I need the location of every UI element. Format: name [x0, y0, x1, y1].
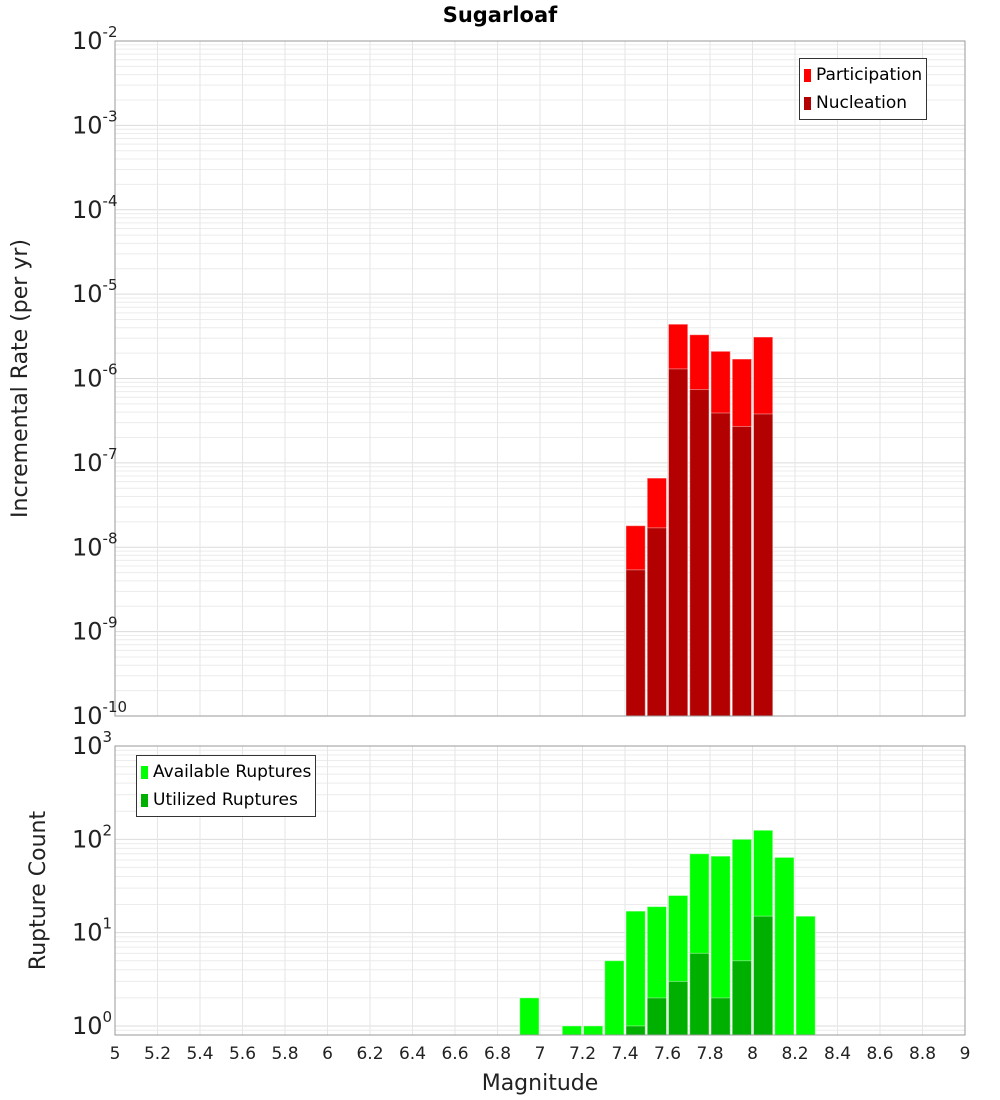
x-tick-label: 7.4	[611, 1044, 638, 1064]
y-tick-label: 10-7	[72, 445, 118, 477]
legend-swatch	[141, 765, 148, 779]
y-tick-label: 10-10	[72, 698, 127, 730]
bar-nucleation	[646, 527, 667, 717]
plot-border	[114, 40, 966, 717]
x-tick-label: 7	[535, 1044, 546, 1064]
x-tick-label: 6.6	[441, 1044, 468, 1064]
bar-nucleation	[753, 413, 774, 717]
y-tick-label: 10-2	[72, 23, 118, 55]
x-tick-label: 8.2	[781, 1044, 808, 1064]
bar-available-ruptures	[519, 997, 540, 1036]
bar-utilized-ruptures	[710, 997, 731, 1036]
legend-item-available: Available Ruptures	[141, 758, 311, 786]
x-tick-label: 8	[747, 1044, 758, 1064]
bar-available-ruptures	[604, 960, 625, 1036]
legend-item-nucleation: Nucleation	[804, 89, 922, 117]
y-tick-label: 103	[72, 728, 112, 760]
legend-label: Utilized Ruptures	[153, 790, 298, 810]
bar-available-ruptures	[561, 1025, 582, 1036]
legend-swatch	[141, 793, 148, 807]
legend-swatch	[804, 68, 811, 82]
bar-utilized-ruptures	[625, 1025, 646, 1036]
x-tick-label: 8.8	[909, 1044, 936, 1064]
bar-utilized-ruptures	[689, 952, 710, 1036]
bar-utilized-ruptures	[646, 997, 667, 1036]
x-tick-label: 5.2	[144, 1044, 171, 1064]
legend-item-utilized: Utilized Ruptures	[141, 786, 311, 814]
x-tick-label: 6.8	[484, 1044, 511, 1064]
bar-nucleation	[689, 389, 710, 717]
x-axis-label: Magnitude	[482, 1071, 599, 1096]
x-tick-label: 9	[960, 1044, 971, 1064]
bar-utilized-ruptures	[668, 980, 689, 1036]
bar-nucleation	[668, 368, 689, 717]
x-tick-label: 6	[322, 1044, 333, 1064]
y-tick-label: 10-3	[72, 107, 118, 139]
bar-available-ruptures	[625, 910, 646, 1036]
legend-label: Nucleation	[816, 93, 908, 113]
plot-border	[114, 745, 966, 1036]
bar-available-ruptures	[583, 1025, 604, 1036]
bar-nucleation	[731, 425, 752, 717]
bar-available-ruptures	[795, 915, 816, 1036]
x-tick-label: 8.4	[824, 1044, 851, 1064]
bar-utilized-ruptures	[731, 960, 752, 1036]
y-tick-label: 10-8	[72, 529, 118, 561]
y-tick-label: 100	[72, 1008, 112, 1040]
top-legend: Participation Nucleation	[799, 58, 928, 120]
x-tick-label: 5.4	[186, 1044, 213, 1064]
legend-label: Available Ruptures	[153, 762, 312, 782]
x-tick-label: 6.4	[399, 1044, 426, 1064]
y-axis-label: Incremental Rate (per yr)	[8, 239, 33, 518]
x-tick-label: 8.6	[866, 1044, 893, 1064]
x-tick-label: 7.6	[654, 1044, 681, 1064]
y-tick-label: 10-6	[72, 361, 118, 393]
y-tick-label: 10-9	[72, 614, 118, 646]
x-tick-label: 7.8	[696, 1044, 723, 1064]
legend-swatch	[804, 96, 811, 110]
x-tick-label: 5.6	[229, 1044, 256, 1064]
x-tick-label: 5.8	[271, 1044, 298, 1064]
legend-label: Participation	[816, 65, 923, 85]
x-tick-label: 6.2	[356, 1044, 383, 1064]
bottom-legend: Available Ruptures Utilized Ruptures	[136, 755, 317, 817]
y-tick-label: 102	[72, 821, 112, 853]
y-tick-label: 10-5	[72, 276, 118, 308]
y-tick-label: 101	[72, 915, 112, 947]
bar-nucleation	[710, 412, 731, 717]
chart-title: Sugarloaf	[442, 3, 558, 27]
bar-utilized-ruptures	[753, 915, 774, 1036]
bar-nucleation	[625, 569, 646, 717]
x-tick-label: 5	[110, 1044, 121, 1064]
legend-item-participation: Participation	[804, 61, 922, 89]
y-tick-label: 10-4	[72, 192, 118, 224]
y-axis-label: Rupture Count	[26, 811, 51, 971]
x-tick-label: 7.2	[569, 1044, 596, 1064]
bar-available-ruptures	[774, 856, 795, 1036]
